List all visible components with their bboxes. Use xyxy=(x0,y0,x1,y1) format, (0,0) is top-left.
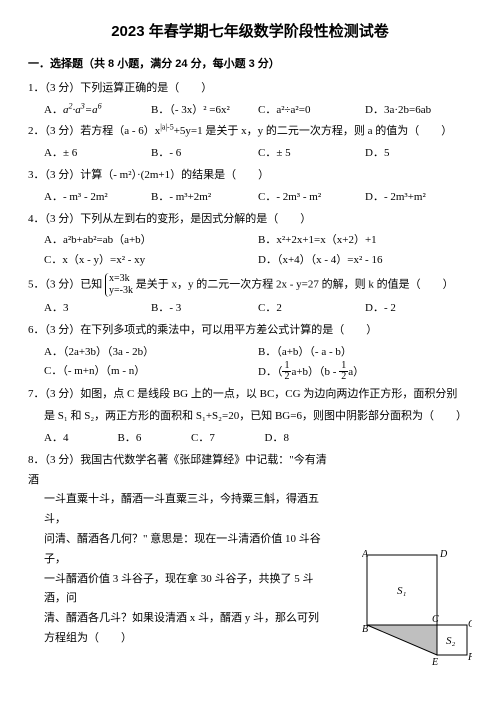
q5-opt-c: C．2 xyxy=(258,299,365,319)
question-4: 4．（3 分）下列从左到右的变形，是因式分解的是（ ） A．a²b+ab²=ab… xyxy=(28,210,472,271)
opt-label: A． xyxy=(44,104,63,116)
frac-den: 2 xyxy=(282,372,291,382)
label-d: D xyxy=(439,550,448,560)
q5-pre: 5．（3 分）已知 xyxy=(28,279,102,291)
q1-opt-b: B．（- 3x）² =6x² xyxy=(151,101,258,121)
label-b: B xyxy=(362,624,368,635)
brace-line1: x=3k xyxy=(109,273,133,285)
q3-opt-b: B．- m³+2m² xyxy=(151,188,258,208)
q4-opt-d: D．（x+4）（x - 4）=x² - 16 xyxy=(258,251,472,271)
q4-opt-a: A．a²b+ab²=ab（a+b） xyxy=(44,231,258,251)
q5-opt-d: D．- 2 xyxy=(365,299,472,319)
q1-opt-a: A．a2·a3=a6 xyxy=(44,101,151,121)
q2-post: +5y=1 是关于 x，y 的二元一次方程，则 a 的值为（ ） xyxy=(174,125,453,137)
q6-opt-c: C．（- m+n）（m - n） xyxy=(44,362,258,383)
q4-stem: 4．（3 分）下列从左到右的变形，是因式分解的是（ ） xyxy=(28,210,472,230)
q6d-post: a） xyxy=(348,366,364,378)
q6-opt-b: B．（a+b）（- a - b） xyxy=(258,343,472,363)
label-c: C xyxy=(432,614,439,625)
q2-stem: 2．（3 分）若方程（a - 6）x|a|-5+5y=1 是关于 x，y 的二元… xyxy=(28,122,472,142)
brace-icon: x=3k y=-3k xyxy=(105,273,133,297)
q8-line: 一斗直粟十斗，醑酒一斗直粟三斗，今持粟三斛，得酒五斗， xyxy=(28,490,328,530)
opt-expr: a2·a3=a6 xyxy=(63,104,102,116)
label-f: F xyxy=(467,652,472,663)
q8-line: 问清、醑酒各几何？" 意思是：现在一斗清酒价值 10 斗谷子， xyxy=(28,530,328,570)
q2-options: A．± 6 B．- 6 C．± 5 D．5 xyxy=(28,144,472,164)
q7-stem2: 是 S₁ 和 S₂，两正方形的面积和 S₁+S₂=20，已知 BG=6，则图中阴… xyxy=(28,407,472,427)
label-g: G xyxy=(468,619,472,630)
q1-opt-d: D．3a·2b=6ab xyxy=(365,101,472,121)
q1-stem: 1．（3 分）下列运算正确的是（ ） xyxy=(28,79,472,99)
q5-opt-b: B．- 3 xyxy=(151,299,258,319)
section-heading: 一．选择题（共 8 小题，满分 24 分，每小题 3 分） xyxy=(28,55,472,75)
label-a: A xyxy=(362,550,369,560)
q3-options: A．- m³ - 2m² B．- m³+2m² C．- 2m³ - m² D．-… xyxy=(28,188,472,208)
q7-opt-b: B．6 xyxy=(118,429,192,449)
q4-opt-b: B．x²+2x+1=x（x+2）+1 xyxy=(258,231,472,251)
question-7: 7．（3 分）如图，点 C 是线段 BG 上的一点，以 BC，CG 为边向两边作… xyxy=(28,385,472,448)
q4-opt-c: C．x（x - y）=x² - xy xyxy=(44,251,258,271)
q4-options: A．a²b+ab²=ab（a+b） B．x²+2x+1=x（x+2）+1 C．x… xyxy=(28,231,472,271)
q7-opt-c: C．7 xyxy=(191,429,265,449)
q2-sup: |a|-5 xyxy=(160,123,173,132)
q6d-mid: a+b）（b - xyxy=(291,366,339,378)
q6-stem: 6．（3 分）在下列多项式的乘法中，可以用平方差公式计算的是（ ） xyxy=(28,321,472,341)
q2-opt-c: C．± 5 xyxy=(258,144,365,164)
brace-line2: y=-3k xyxy=(109,285,133,297)
q6-opt-d: D．（12a+b）（b - 12a） xyxy=(258,362,472,383)
q7-opt-a: A．4 xyxy=(44,429,118,449)
q8-text: 8．（3 分）我国古代数学名著《张邱建算经》中记载："今有清酒 一斗直粟十斗，醑… xyxy=(28,451,328,649)
geometry-figure: A D B C G E F S₁ S₂ xyxy=(362,550,472,670)
label-e: E xyxy=(431,657,438,668)
question-6: 6．（3 分）在下列多项式的乘法中，可以用平方差公式计算的是（ ） A．（2a+… xyxy=(28,321,472,384)
q5-opt-a: A．3 xyxy=(44,299,151,319)
q2-opt-d: D．5 xyxy=(365,144,472,164)
shaded-triangle xyxy=(367,625,437,655)
label-s1: S₁ xyxy=(397,585,407,597)
q7-options: A．4 B．6 C．7 D．8 xyxy=(28,429,338,449)
question-2: 2．（3 分）若方程（a - 6）x|a|-5+5y=1 是关于 x，y 的二元… xyxy=(28,122,472,164)
question-1: 1．（3 分）下列运算正确的是（ ） A．a2·a3=a6 B．（- 3x）² … xyxy=(28,79,472,121)
label-s2: S₂ xyxy=(446,635,456,647)
q5-options: A．3 B．- 3 C．2 D．- 2 xyxy=(28,299,472,319)
q6-opt-a: A．（2a+3b）（3a - 2b） xyxy=(44,343,258,363)
question-5: 5．（3 分）已知 x=3k y=-3k 是关于 x，y 的二元一次方程 2x … xyxy=(28,273,472,319)
q5-post: 是关于 x，y 的二元一次方程 2x - y=27 的解，则 k 的值是（ ） xyxy=(136,279,454,291)
q5-stem: 5．（3 分）已知 x=3k y=-3k 是关于 x，y 的二元一次方程 2x … xyxy=(28,273,472,297)
q7-stem1: 7．（3 分）如图，点 C 是线段 BG 上的一点，以 BC，CG 为边向两边作… xyxy=(28,385,472,405)
fraction-icon: 12 xyxy=(339,361,348,382)
q3-opt-a: A．- m³ - 2m² xyxy=(44,188,151,208)
q2-opt-b: B．- 6 xyxy=(151,144,258,164)
q6-options: A．（2a+3b）（3a - 2b） B．（a+b）（- a - b） C．（-… xyxy=(28,343,472,384)
page-title: 2023 年春学期七年级数学阶段性检测试卷 xyxy=(28,18,472,45)
q6d-pre: D．（ xyxy=(258,366,282,378)
q3-stem: 3．（3 分）计算（- m²）·(2m+1）的结果是（ ） xyxy=(28,166,472,186)
q1-options: A．a2·a3=a6 B．（- 3x）² =6x² C．a²÷a²=0 D．3a… xyxy=(28,101,472,121)
q8-line: 8．（3 分）我国古代数学名著《张邱建算经》中记载："今有清酒 xyxy=(28,451,328,491)
question-3: 3．（3 分）计算（- m²）·(2m+1）的结果是（ ） A．- m³ - 2… xyxy=(28,166,472,208)
q7-opt-d: D．8 xyxy=(265,429,339,449)
q1-opt-c: C．a²÷a²=0 xyxy=(258,101,365,121)
q8-line: 清、醑酒各几斗？如果设清酒 x 斗，醑酒 y 斗，那么可列方程组为（ ） xyxy=(28,609,328,649)
q8-line: 一斗醑酒价值 3 斗谷子，现在拿 30 斗谷子，共换了 5 斗酒，问 xyxy=(28,570,328,610)
q3-opt-d: D．- 2m³+m² xyxy=(365,188,472,208)
q2-opt-a: A．± 6 xyxy=(44,144,151,164)
q2-pre: 2．（3 分）若方程（a - 6）x xyxy=(28,125,160,137)
fraction-icon: 12 xyxy=(282,361,291,382)
q3-opt-c: C．- 2m³ - m² xyxy=(258,188,365,208)
frac-den: 2 xyxy=(339,372,348,382)
